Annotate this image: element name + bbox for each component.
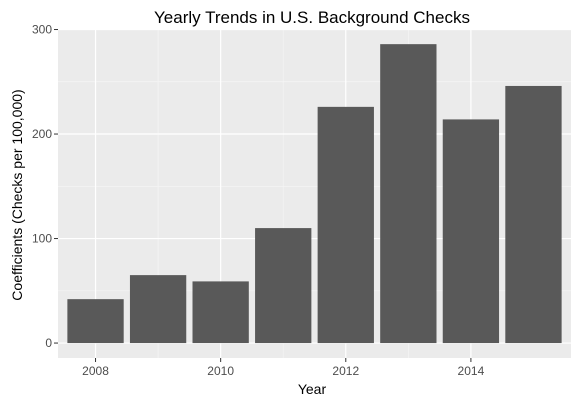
x-tick-label: 2010 [207,364,234,378]
x-axis-title: Year [298,381,327,397]
bar-2015 [505,85,562,344]
chart-title: Yearly Trends in U.S. Background Checks [154,8,470,27]
x-tick-label: 2008 [82,364,109,378]
bar-2010 [192,281,249,344]
y-tick-label: 0 [45,336,52,350]
bar-2012 [317,106,374,344]
plot-area: 0 100 200 300 2008 2010 2012 2014 [32,23,571,378]
y-tick-label: 300 [32,23,52,37]
x-tick-label: 2014 [458,364,485,378]
y-tick-label: 200 [32,127,52,141]
y-axis-title: Coefficients (Checks per 100,000) [9,89,25,300]
bar-2013 [380,44,437,344]
bar-2008 [67,299,124,344]
bar-2011 [255,228,312,344]
x-tick-label: 2012 [332,364,359,378]
bar-2014 [442,119,500,344]
bar-2009 [129,275,187,344]
y-tick-label: 100 [32,232,52,246]
